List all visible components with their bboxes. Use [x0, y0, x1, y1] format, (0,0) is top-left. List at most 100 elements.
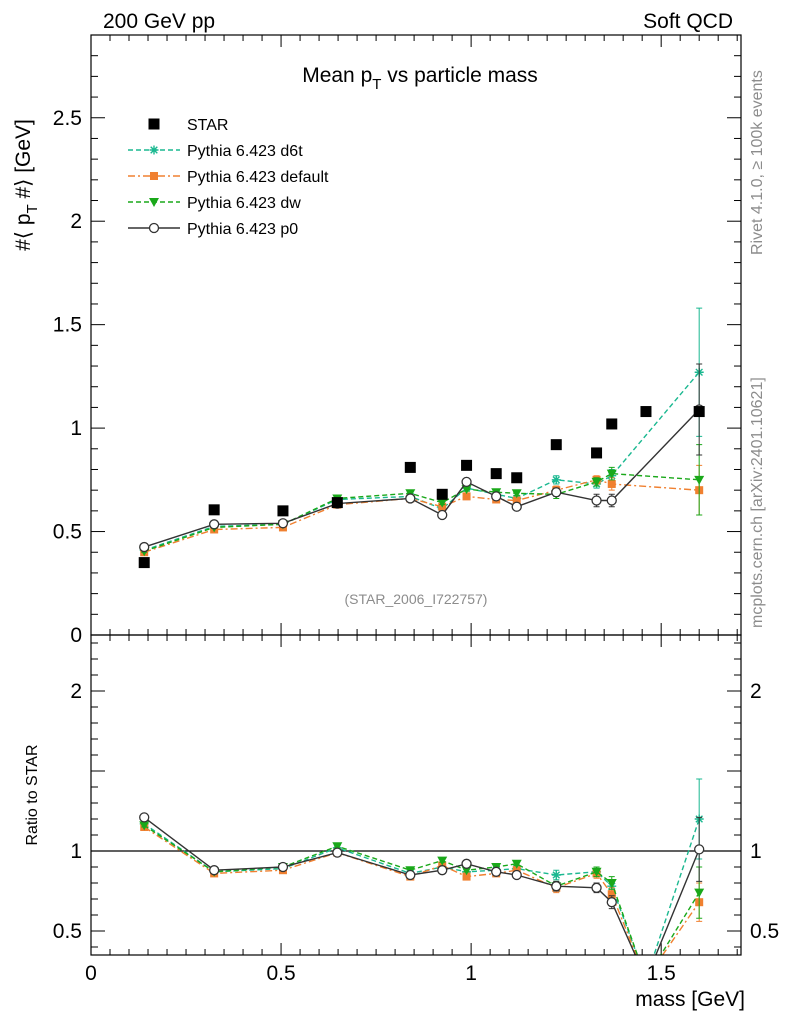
main-pythia-6-423-dw-point	[511, 489, 522, 499]
analysis-id-watermark: (STAR_2006_I722757)	[345, 591, 488, 607]
main-pythia-6-423-default-point	[607, 479, 616, 488]
main-star-star-point	[461, 459, 473, 471]
main-pythia-6-423-dw-point	[694, 475, 705, 485]
main-star-star-point	[331, 497, 343, 509]
main-y-tick-label: 2.5	[53, 107, 82, 130]
main-pythia-6-423-p0-point	[606, 495, 617, 506]
x-axis-label: mass [GeV]	[635, 988, 745, 1011]
legend-label: Pythia 6.423 dw	[187, 195, 301, 212]
ratio-pythia-6-423-p0-point	[591, 882, 602, 893]
main-pythia-6-423-p0-point	[591, 495, 602, 506]
ratio-pythia-6-423-dw-point	[606, 879, 617, 888]
main-pythia-6-423-p0-line	[143, 409, 700, 548]
ratio-pythia-6-423-p0-point	[491, 866, 502, 877]
legend-entry-pythia-6-423-default: Pythia 6.423 default	[128, 169, 329, 186]
ratio-pythia-6-423-p0-point	[277, 861, 289, 873]
ratio-pythia-6-423-dw-point	[139, 821, 150, 831]
legend: STAR Pythia 6.423 d6t Pythia 6.423 default…	[128, 117, 329, 238]
x-tick-label: 0	[85, 962, 97, 985]
ratio-pythia-6-423-p0-point	[606, 897, 617, 908]
ratio-panel-frame	[90, 634, 742, 956]
ratio-y-axis-label: Ratio to STAR	[24, 744, 41, 845]
x-tick-label: 1.5	[647, 962, 676, 985]
legend-label: Pythia 6.423 default	[187, 169, 329, 186]
ratio-y-tick-label: 1	[70, 840, 82, 863]
main-y-axis-label: #⟨ pT #⟩ [GeV]	[12, 119, 41, 251]
ratio-y-tick-label: 0.5	[53, 920, 82, 943]
main-star-star-point	[511, 472, 523, 484]
ratio-pythia-6-423-default-point	[462, 872, 471, 881]
ratio-pythia-6-423-dw-point	[511, 859, 522, 869]
mcplots-credit-label: mcplots.cern.ch [arXiv:2401.10621]	[749, 377, 766, 628]
main-pythia-6-423-dw-point	[591, 477, 602, 487]
main-pythia-6-423-p0-point	[405, 493, 416, 504]
main-y-tick-label: 1.5	[53, 314, 82, 337]
legend-entry-pythia-6-423-p0: Pythia 6.423 p0	[128, 221, 298, 238]
main-star-star-point	[277, 505, 289, 517]
legend-label: STAR	[187, 117, 228, 134]
ratio-pythia-6-423-p0-point	[461, 858, 472, 869]
main-y-tick-label: 1	[70, 417, 82, 440]
ratio-pythia-6-423-p0-point	[551, 881, 562, 892]
main-pythia-6-423-default-point	[462, 492, 471, 501]
ratio-pythia-6-423-dw-line	[143, 824, 700, 955]
ratio-y-tick-label-right: 1	[750, 840, 762, 863]
main-star-star-point	[436, 488, 448, 500]
main-pythia-6-423-default-point	[512, 496, 521, 505]
legend-entry-pythia-6-423-d6t: Pythia 6.423 d6t	[128, 143, 303, 160]
ratio-pythia-6-423-d6t-point	[551, 870, 561, 880]
ratio-pythia-6-423-dw-point	[461, 866, 472, 876]
main-y-tick-label: 0	[70, 624, 82, 647]
rivet-version-label: Rivet 4.1.0, ≥ 100k events	[749, 70, 766, 255]
main-pythia-6-423-d6t-point	[551, 475, 561, 485]
main-pythia-6-423-dw-line	[143, 472, 700, 552]
main-panel-title: Mean pT vs particle mass	[302, 64, 538, 93]
legend-entry-pythia-6-423-dw: Pythia 6.423 dw	[128, 195, 301, 212]
header-right-label: Soft QCD	[643, 10, 733, 33]
main-pythia-6-423-default-line	[143, 479, 700, 553]
main-star-star-point	[606, 418, 618, 430]
main-star-star-point	[490, 468, 502, 480]
ratio-pythia-6-423-dw-point	[332, 842, 343, 852]
main-star-star-point	[591, 447, 603, 459]
ratio-pythia-6-423-dw-point	[591, 867, 602, 877]
ratio-pythia-6-423-p0-point	[209, 865, 220, 876]
ratio-pythia-6-423-p0-point	[332, 847, 343, 858]
main-pythia-6-423-p0-point	[139, 541, 150, 553]
main-star-star-point	[138, 557, 150, 569]
ratio-y-tick-label-right: 2	[750, 680, 762, 703]
main-y-tick-label: 2	[70, 210, 82, 233]
main-pythia-6-423-p0-point	[209, 519, 220, 530]
main-pythia-6-423-dw-point	[437, 498, 448, 508]
legend-marker	[148, 222, 160, 234]
ratio-pythia-6-423-p0-point	[405, 869, 416, 881]
main-pythia-6-423-dw-point	[606, 469, 617, 479]
legend-marker	[149, 145, 159, 155]
main-star-star-point	[208, 504, 220, 516]
legend-label: Pythia 6.423 d6t	[187, 143, 303, 160]
legend-entry-star: STAR	[148, 117, 228, 134]
ratio-y-tick-label-right: 0.5	[750, 920, 779, 943]
header-left-label: 200 GeV pp	[103, 10, 215, 33]
ratio-pythia-6-423-p0-point	[437, 865, 448, 876]
main-pythia-6-423-p0-point	[511, 501, 522, 512]
ratio-pythia-6-423-default-point	[607, 890, 616, 899]
legend-marker	[149, 198, 159, 207]
main-star-star-point	[550, 439, 562, 451]
ratio-pythia-6-423-dw-point	[437, 856, 448, 866]
x-tick-label: 0.5	[266, 962, 295, 985]
main-star-star-point	[693, 406, 705, 418]
main-pythia-6-423-p0-point	[277, 518, 289, 529]
main-pythia-6-423-p0-point	[491, 491, 502, 502]
main-pythia-6-423-p0-point	[461, 476, 472, 488]
ratio-pythia-6-423-dw-point	[694, 888, 705, 898]
ratio-pythia-6-423-p0-point	[694, 844, 705, 855]
legend-label: Pythia 6.423 p0	[187, 221, 298, 238]
main-y-tick-label: 0.5	[53, 521, 82, 544]
main-star-star-point	[640, 406, 652, 418]
main-pythia-6-423-dw-point	[461, 485, 472, 495]
legend-marker	[150, 172, 158, 180]
legend-marker	[148, 118, 160, 130]
main-pythia-6-423-p0-point	[437, 509, 448, 521]
